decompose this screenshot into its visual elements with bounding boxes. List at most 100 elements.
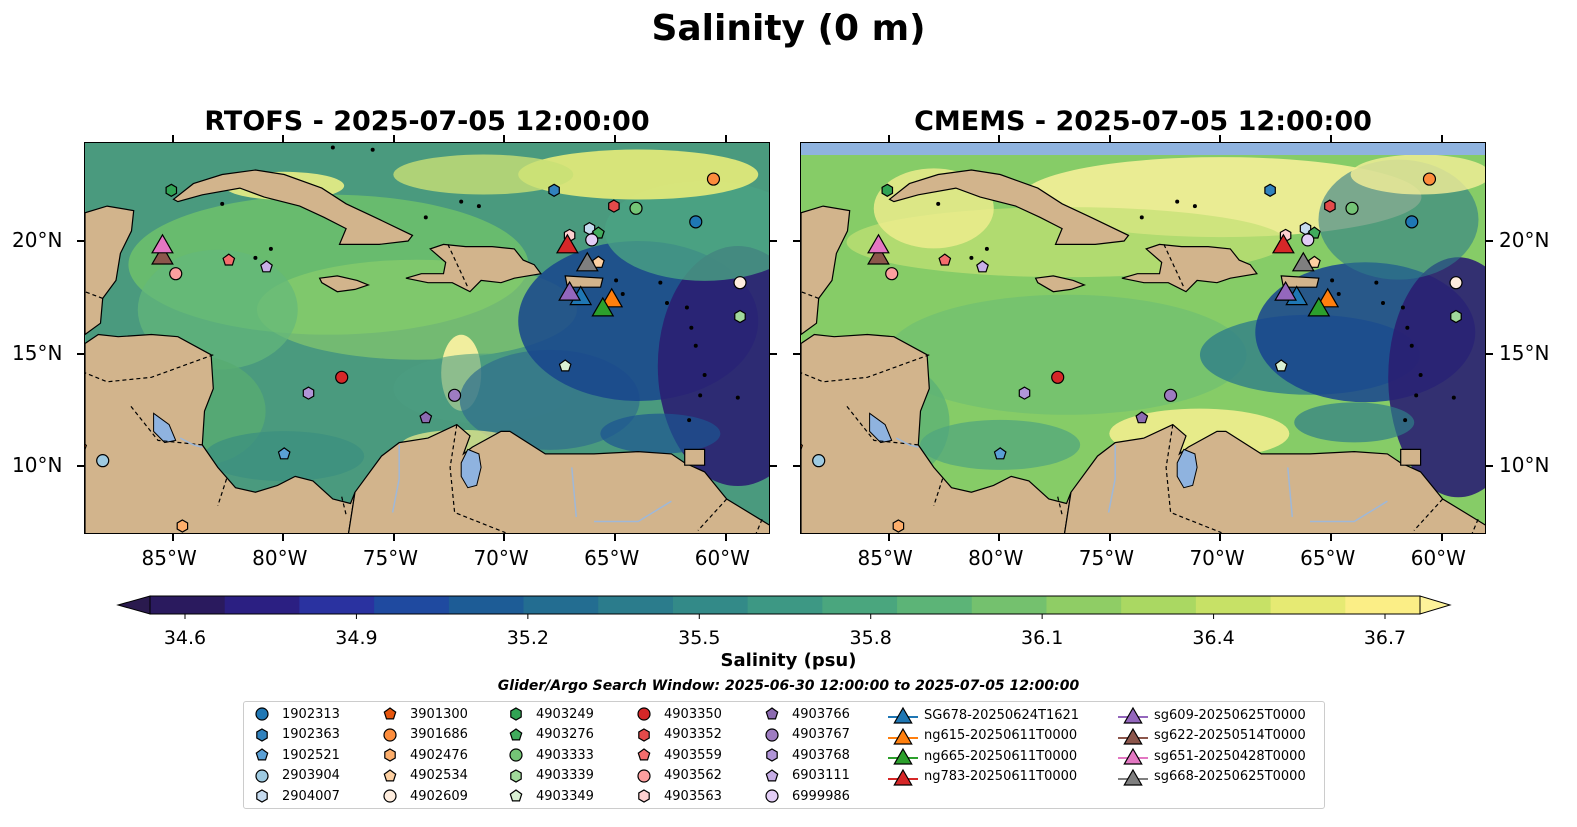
country-border xyxy=(128,403,203,446)
lat-tick-label: 10°N xyxy=(12,453,63,478)
colorbar-segment xyxy=(1195,596,1272,614)
island xyxy=(620,291,625,296)
3901686-marker xyxy=(383,727,397,742)
island xyxy=(1409,343,1414,348)
hexagon-marker-icon xyxy=(510,707,522,721)
map-panel-rtofs[interactable] xyxy=(84,142,770,534)
2903904-marker xyxy=(255,768,269,783)
colorbar: 34.6 34.9 35.2 35.5 35.8 36.1 36.4 36.7 xyxy=(116,595,1452,649)
legend-label: 4902609 xyxy=(410,788,468,804)
country-border xyxy=(217,478,228,506)
float-4903349 xyxy=(558,359,572,372)
country-border xyxy=(1057,496,1063,515)
sg668-20250625T0000-marker xyxy=(1123,768,1143,786)
4903350-marker xyxy=(637,707,651,721)
country-border xyxy=(449,424,506,533)
legend-label: 4903563 xyxy=(664,788,722,804)
map-panel-cmems[interactable] xyxy=(800,142,1486,534)
tick-mark xyxy=(614,534,617,541)
tick-mark xyxy=(392,135,395,142)
island xyxy=(702,373,707,378)
2904007-marker xyxy=(256,789,268,803)
colorbar-tick-label: 35.2 xyxy=(507,627,549,649)
4903767-marker xyxy=(765,727,779,742)
island xyxy=(1330,278,1335,283)
ng665-20250611T0000-marker xyxy=(893,747,913,765)
legend-item: 2903904 xyxy=(254,768,340,784)
river xyxy=(594,500,672,523)
tick-mark xyxy=(503,135,506,142)
island xyxy=(1380,300,1385,305)
float-4903767 xyxy=(447,388,462,402)
sg622-20250514T0000-marker xyxy=(1123,727,1143,745)
island xyxy=(684,305,689,310)
hexagon-marker-icon xyxy=(384,748,396,762)
land-yucatan xyxy=(85,205,135,336)
float-1902521 xyxy=(993,447,1007,460)
island xyxy=(330,145,335,150)
legend-label: 4903276 xyxy=(536,727,594,742)
pentagon-marker-icon xyxy=(383,707,397,720)
glider-ng615-20250611T0000 xyxy=(1316,287,1340,308)
legend-item: ng783-20250611T0000 xyxy=(888,766,1077,788)
legend-label: 6903111 xyxy=(792,768,850,783)
legend-label: 1902363 xyxy=(282,727,340,742)
legend-label: 4902476 xyxy=(410,747,468,763)
legend-item: sg609-20250625T0000 xyxy=(1118,704,1306,726)
circle-marker-icon xyxy=(637,768,651,783)
legend-item: 4903352 xyxy=(636,727,722,743)
float-3901686 xyxy=(706,172,721,186)
float-4902609 xyxy=(1449,276,1463,290)
legend-item: ng665-20250611T0000 xyxy=(888,745,1077,767)
tick-mark xyxy=(77,352,84,355)
legend-label: 6999986 xyxy=(792,788,850,804)
float-4903349 xyxy=(1274,359,1288,372)
tick-mark xyxy=(724,534,727,541)
circle-marker-icon xyxy=(637,707,651,721)
land-jamaica xyxy=(1034,275,1087,293)
triangle-marker-icon xyxy=(888,747,918,765)
lon-tick-label: 85°W xyxy=(141,546,197,570)
legend-label: 4903559 xyxy=(664,747,722,763)
circle-marker-icon xyxy=(509,748,523,762)
6999986-marker xyxy=(765,789,779,803)
1902363-marker xyxy=(256,727,268,742)
float-4903768 xyxy=(1018,386,1031,400)
sg651-20250428T0000-marker xyxy=(1123,747,1143,765)
tick-mark xyxy=(793,240,800,243)
legend-item: 2904007 xyxy=(254,788,340,804)
tick-mark xyxy=(392,534,395,541)
triangle-marker-icon xyxy=(1118,727,1148,745)
float-4903339 xyxy=(1450,309,1462,324)
island xyxy=(984,246,989,251)
island xyxy=(658,280,663,285)
legend-item: 4903249 xyxy=(508,706,594,722)
island xyxy=(459,199,464,204)
colorbar-extend-low xyxy=(116,595,151,615)
island xyxy=(664,300,669,305)
hexagon-marker-icon xyxy=(510,768,522,783)
colorbar-tick-label: 35.5 xyxy=(678,627,720,649)
land-trinidad xyxy=(1400,448,1422,466)
country-border xyxy=(755,518,763,533)
tick-mark xyxy=(998,534,1001,541)
legend-item: 4903339 xyxy=(508,768,594,784)
float-1902363 xyxy=(548,183,560,197)
float-6999986 xyxy=(1301,233,1315,247)
float-4903562 xyxy=(169,267,183,281)
pentagon-marker-icon xyxy=(255,748,269,761)
tick-mark xyxy=(77,465,84,468)
4902609-marker xyxy=(383,789,397,803)
tick-mark xyxy=(724,135,727,142)
tick-mark xyxy=(282,135,285,142)
island xyxy=(1414,393,1419,398)
float-1902363 xyxy=(1264,183,1276,197)
legend-label: 4903349 xyxy=(536,788,594,804)
colorbar-segment xyxy=(1345,596,1421,614)
glider-sg609-20250625T0000 xyxy=(1274,280,1298,301)
legend-label: sg668-20250625T0000 xyxy=(1154,769,1306,784)
colorbar-segment xyxy=(897,596,973,614)
glider-ng615-20250611T0000 xyxy=(600,287,624,308)
tick-mark xyxy=(1486,465,1493,468)
float-1902521 xyxy=(277,447,291,460)
